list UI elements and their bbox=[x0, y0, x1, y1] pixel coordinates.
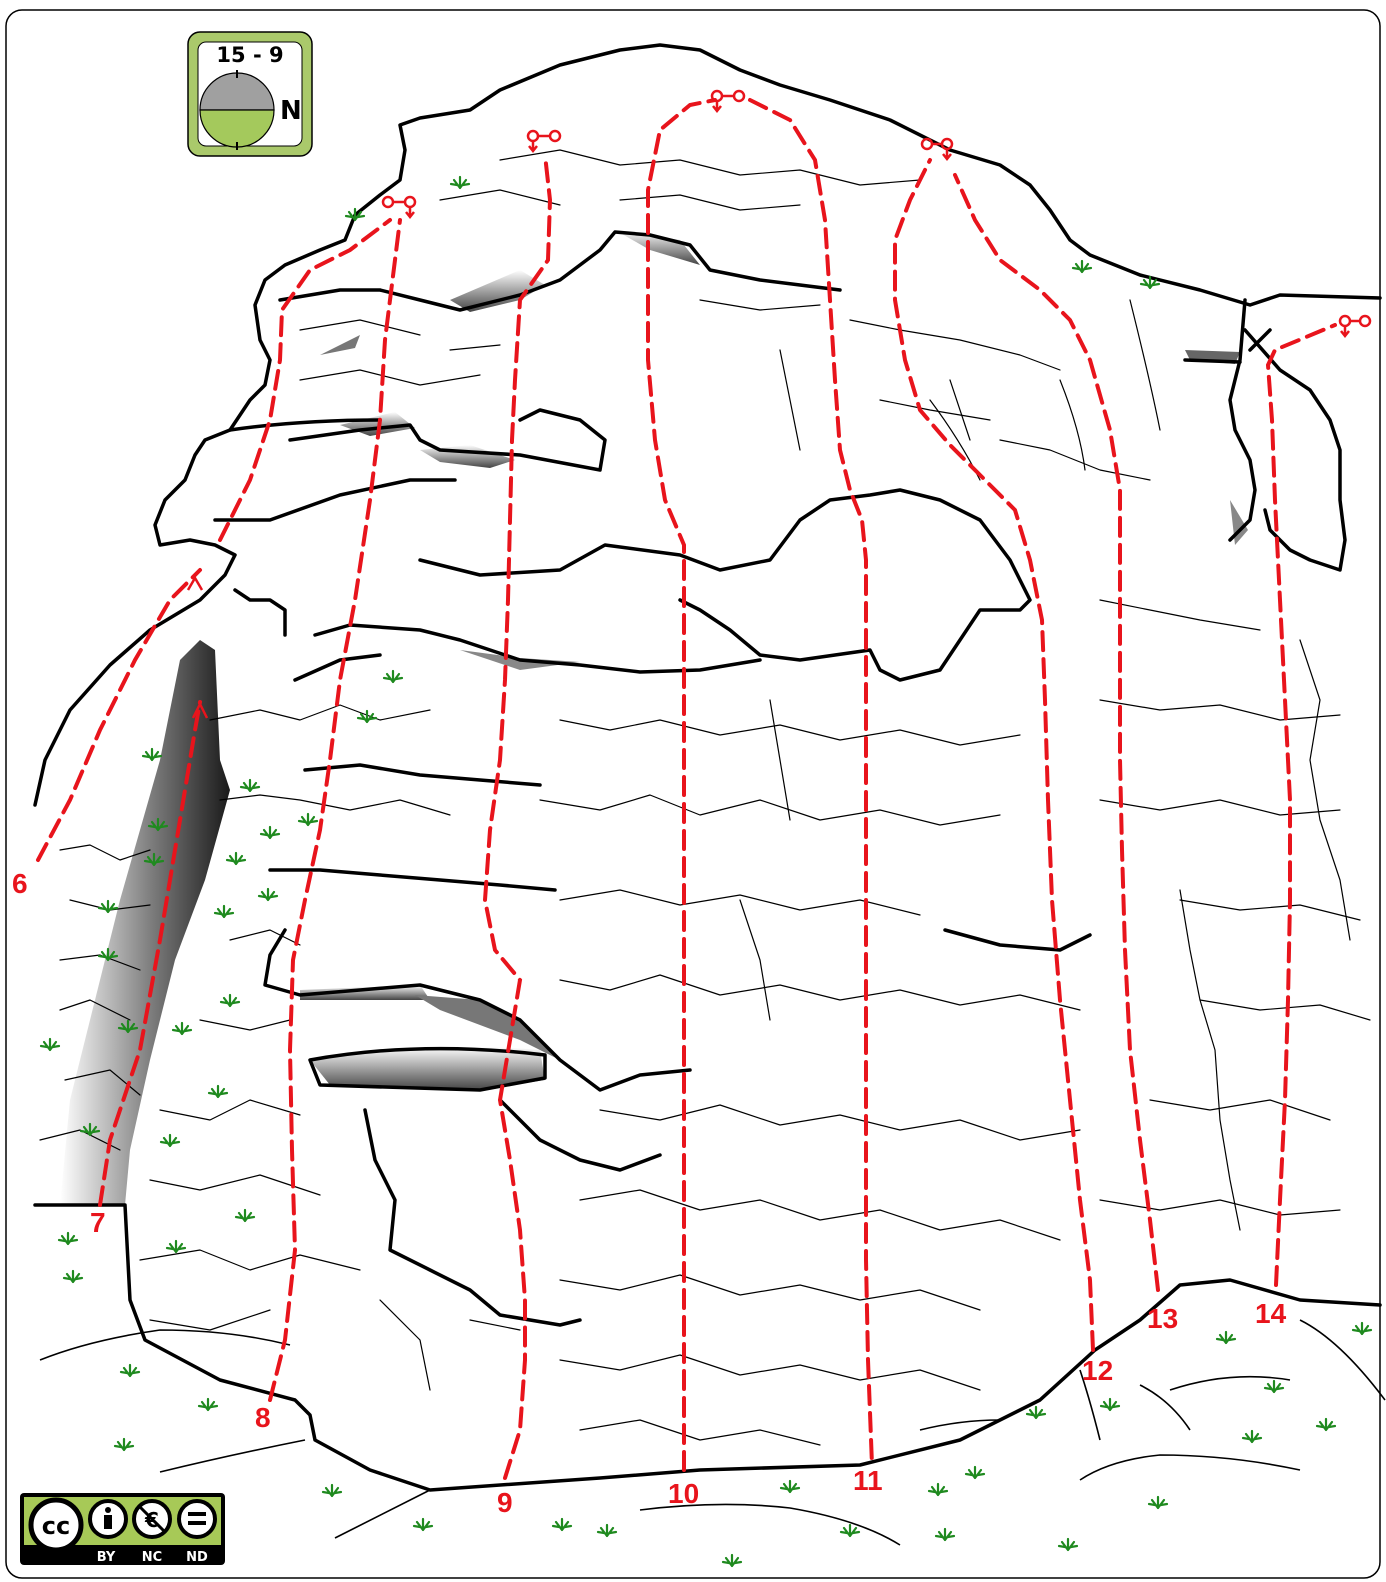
dihedral-shadow bbox=[60, 640, 230, 1205]
rock-texture bbox=[39, 149, 1371, 1446]
route-lines bbox=[36, 98, 1337, 1480]
route-arrow-icon bbox=[186, 575, 209, 719]
attribution-icon bbox=[88, 1499, 128, 1539]
route-label: 6 bbox=[12, 868, 28, 899]
route-line-9 bbox=[482, 153, 553, 1480]
route-line-10b bbox=[748, 98, 874, 1467]
route-line-14 bbox=[1265, 323, 1337, 1287]
route-line-13 bbox=[953, 173, 1160, 1292]
route-label: 8 bbox=[255, 1402, 271, 1433]
anchor-icon bbox=[381, 195, 417, 220]
noncommercial-icon: € bbox=[132, 1499, 172, 1539]
route-label: 11 bbox=[853, 1465, 883, 1496]
license-badge-nc: NC bbox=[142, 1550, 162, 1565]
route-line-10 bbox=[646, 98, 717, 1472]
route-line-7 bbox=[98, 700, 202, 1207]
ground-contours bbox=[39, 1319, 1386, 1546]
route-line-6 bbox=[36, 568, 202, 862]
noderivatives-icon bbox=[177, 1499, 217, 1539]
compass-title: 15 - 9 bbox=[216, 43, 283, 67]
route-labels: 6 7 8 9 10 11 12 13 14 bbox=[12, 868, 1287, 1518]
route-line-8 bbox=[268, 218, 402, 1402]
roof-shadows bbox=[300, 230, 1248, 1090]
anchors bbox=[186, 89, 1372, 719]
route-line-12 bbox=[893, 158, 1095, 1352]
svg-text:cc: cc bbox=[42, 1512, 70, 1540]
compass-direction: N bbox=[280, 96, 302, 126]
anchor-icon bbox=[920, 137, 954, 162]
compass-upper bbox=[199, 72, 275, 111]
page-frame bbox=[5, 9, 1381, 1579]
route-label: 14 bbox=[1255, 1298, 1287, 1329]
route-label: 9 bbox=[497, 1487, 513, 1518]
anchor-icon bbox=[710, 89, 746, 114]
license-badge: cc € BY NC ND bbox=[20, 1493, 225, 1565]
grass-tufts bbox=[39, 175, 1373, 1568]
route-label: 7 bbox=[90, 1207, 106, 1238]
compass-badge: 15 - 9 N bbox=[187, 31, 313, 157]
route-line-8b bbox=[218, 218, 392, 542]
license-badge-by: BY bbox=[97, 1550, 116, 1565]
route-label: 10 bbox=[668, 1478, 699, 1509]
anchor-icon bbox=[526, 129, 562, 154]
route-label: 13 bbox=[1147, 1303, 1178, 1334]
compass-lower bbox=[199, 109, 275, 148]
cc-icon: cc bbox=[28, 1497, 84, 1553]
rock-outline bbox=[33, 43, 1382, 1492]
route-label: 12 bbox=[1082, 1355, 1113, 1386]
anchor-icon bbox=[1338, 314, 1372, 339]
license-badge-nd: ND bbox=[186, 1550, 208, 1565]
